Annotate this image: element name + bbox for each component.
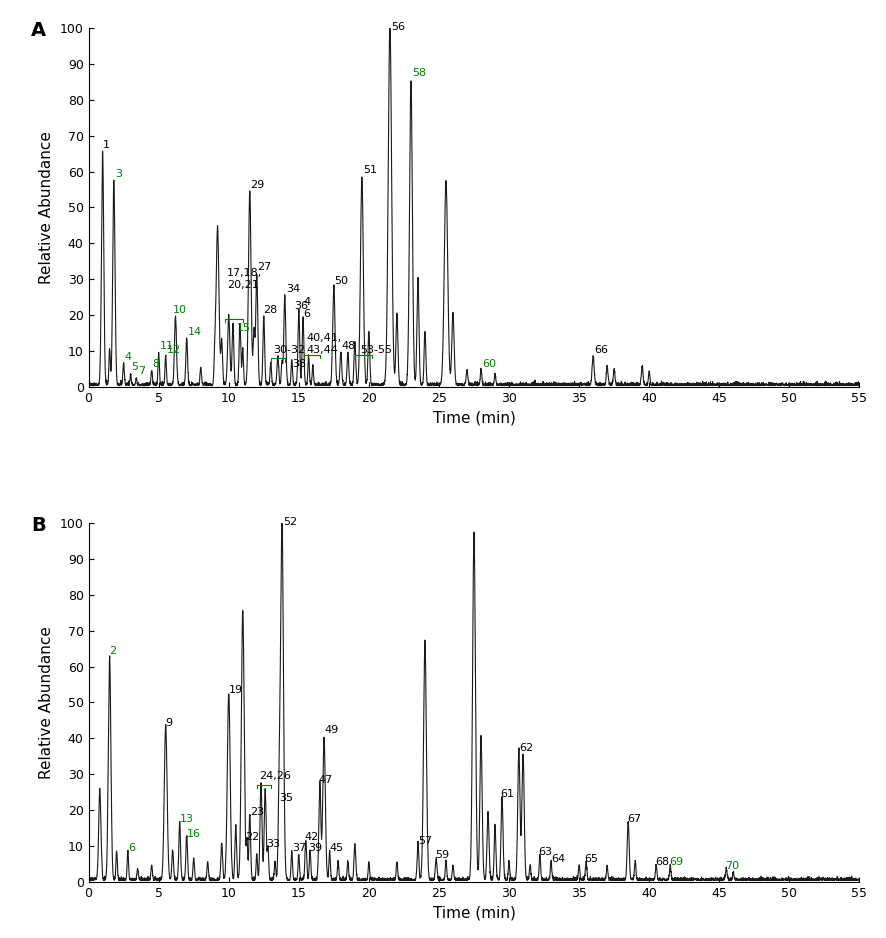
Text: 35: 35 bbox=[279, 793, 293, 803]
Text: 65: 65 bbox=[585, 854, 599, 864]
Text: 69: 69 bbox=[669, 857, 683, 868]
Y-axis label: Relative Abundance: Relative Abundance bbox=[39, 131, 54, 284]
Text: 39: 39 bbox=[308, 843, 323, 853]
Text: 50: 50 bbox=[335, 277, 348, 286]
Text: 33: 33 bbox=[267, 840, 281, 850]
Text: 67: 67 bbox=[626, 814, 641, 825]
Text: 30-32: 30-32 bbox=[274, 344, 306, 355]
Text: 15: 15 bbox=[237, 323, 251, 333]
Text: 11: 11 bbox=[160, 340, 174, 351]
Text: 4: 4 bbox=[124, 352, 131, 362]
Text: 17,18,
20,21: 17,18, 20,21 bbox=[227, 268, 262, 290]
Text: 64: 64 bbox=[551, 854, 565, 864]
Text: 57: 57 bbox=[418, 836, 432, 846]
Text: 59: 59 bbox=[435, 850, 449, 860]
Text: 70: 70 bbox=[725, 861, 739, 871]
Text: 66: 66 bbox=[595, 344, 609, 355]
Text: 58: 58 bbox=[412, 68, 426, 79]
X-axis label: Time (min): Time (min) bbox=[432, 410, 516, 425]
Text: 36: 36 bbox=[295, 301, 308, 311]
Text: 10: 10 bbox=[173, 305, 187, 315]
Text: 14: 14 bbox=[188, 326, 201, 337]
Text: 12: 12 bbox=[167, 344, 182, 355]
Text: 53-55: 53-55 bbox=[360, 344, 392, 355]
Text: 1: 1 bbox=[104, 140, 111, 150]
Text: 29: 29 bbox=[251, 179, 265, 189]
Text: 60: 60 bbox=[482, 359, 496, 369]
Text: 52: 52 bbox=[283, 517, 297, 526]
Text: 27: 27 bbox=[258, 262, 272, 272]
Text: 28: 28 bbox=[263, 305, 277, 315]
X-axis label: Time (min): Time (min) bbox=[432, 905, 516, 920]
Text: 37: 37 bbox=[291, 843, 306, 853]
Text: 8: 8 bbox=[152, 359, 159, 369]
Text: 61: 61 bbox=[501, 789, 515, 799]
Text: 63: 63 bbox=[539, 847, 553, 856]
Text: 49: 49 bbox=[324, 725, 338, 734]
Text: 23: 23 bbox=[250, 808, 264, 817]
Text: 19: 19 bbox=[229, 686, 243, 695]
Text: A: A bbox=[31, 21, 46, 40]
Text: 47: 47 bbox=[318, 775, 333, 785]
Text: 40,41,
43,44: 40,41, 43,44 bbox=[307, 333, 342, 355]
Y-axis label: Relative Abundance: Relative Abundance bbox=[39, 626, 54, 779]
Text: 5: 5 bbox=[131, 362, 138, 372]
Text: 34: 34 bbox=[286, 283, 300, 294]
Text: 62: 62 bbox=[519, 743, 533, 752]
Text: 9: 9 bbox=[166, 718, 173, 728]
Text: 48: 48 bbox=[342, 340, 356, 351]
Text: 7: 7 bbox=[137, 366, 144, 376]
Text: 3: 3 bbox=[115, 169, 122, 179]
Text: 2: 2 bbox=[110, 645, 117, 656]
Text: 6: 6 bbox=[128, 843, 135, 853]
Text: 42: 42 bbox=[305, 832, 319, 842]
Text: 56: 56 bbox=[392, 22, 405, 32]
Text: 4
6: 4 6 bbox=[304, 297, 311, 319]
Text: 16: 16 bbox=[187, 828, 201, 839]
Text: 51: 51 bbox=[363, 165, 377, 175]
Text: 22: 22 bbox=[245, 832, 260, 842]
Text: 24,26: 24,26 bbox=[260, 771, 291, 781]
Text: 68: 68 bbox=[655, 857, 669, 868]
Text: B: B bbox=[31, 516, 45, 535]
Text: 13: 13 bbox=[180, 814, 194, 825]
Text: 38: 38 bbox=[292, 359, 307, 369]
Text: 45: 45 bbox=[330, 843, 344, 853]
